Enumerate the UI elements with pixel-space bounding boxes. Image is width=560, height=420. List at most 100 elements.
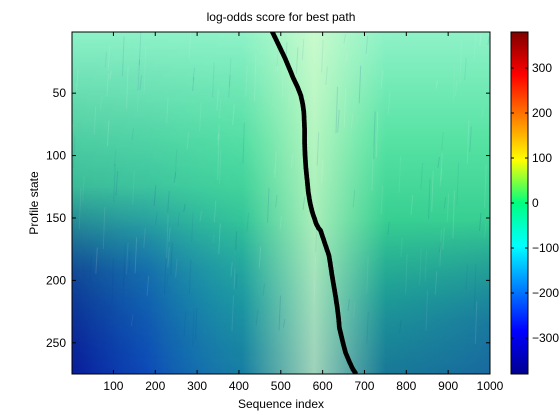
heatmap-streak xyxy=(95,247,98,274)
x-axis: 100 200 300 400 500 600 700 800 900 1000 xyxy=(103,32,504,393)
heatmap-streak xyxy=(435,80,438,89)
heatmap-streak xyxy=(183,311,187,337)
heatmap-streak xyxy=(313,256,317,303)
heatmap-streak xyxy=(143,227,146,248)
heatmap-path-band xyxy=(242,32,387,374)
heatmap-streak xyxy=(380,70,384,90)
x-tick-label: 200 xyxy=(145,379,165,393)
heatmap-streak xyxy=(434,271,438,295)
x-tick-label: 500 xyxy=(271,379,291,393)
heatmap-streak xyxy=(440,152,443,181)
heatmap-streak xyxy=(138,32,142,66)
heatmap-streak xyxy=(106,73,109,97)
heatmap-streak xyxy=(481,108,484,120)
heatmap-streak xyxy=(126,242,129,275)
heatmap-streak xyxy=(242,122,245,164)
x-tick-label: 1000 xyxy=(477,379,504,393)
x-tick-label: 900 xyxy=(438,379,458,393)
heatmap-streak xyxy=(146,276,150,296)
x-tick-label: 800 xyxy=(396,379,416,393)
heatmap-streak xyxy=(278,295,281,331)
heatmap-streak xyxy=(107,45,111,71)
heatmap-streak xyxy=(428,178,431,219)
heatmap-streak xyxy=(438,241,442,252)
best-path xyxy=(270,32,358,374)
heatmap-streak xyxy=(122,36,125,77)
heatmap-streak xyxy=(132,170,135,205)
heatmap-streak xyxy=(473,264,477,310)
heatmap xyxy=(72,32,490,374)
heatmap-streak xyxy=(218,98,222,119)
heatmap-streak xyxy=(405,253,408,294)
heatmap-streak xyxy=(245,65,248,97)
x-tick-label: 600 xyxy=(313,379,333,393)
heatmap-streak xyxy=(375,112,379,158)
heatmap-streak xyxy=(343,34,346,44)
heatmap-streak xyxy=(213,200,217,223)
heatmap-streak xyxy=(106,120,110,147)
heatmap-streak xyxy=(134,237,138,274)
heatmap-streak xyxy=(442,227,445,250)
colorbar-tick-label: −100 xyxy=(532,241,559,255)
heatmap-streak xyxy=(254,53,257,101)
heatmap-streak xyxy=(216,88,219,111)
heatmap-streak xyxy=(217,125,220,140)
heatmap-streak xyxy=(123,243,126,286)
heatmap-streak xyxy=(321,159,324,183)
heatmap-streak xyxy=(431,170,434,212)
colorbar-tick-label: 300 xyxy=(532,61,552,75)
heatmap-streak xyxy=(175,259,178,278)
heatmap-streak xyxy=(343,88,347,129)
heatmap-streak xyxy=(115,170,119,196)
heatmap-streak xyxy=(352,302,356,318)
heatmap-streak xyxy=(166,273,169,289)
heatmap-streak xyxy=(177,212,180,226)
heatmap-streak xyxy=(113,149,117,167)
heatmap-streak xyxy=(387,92,391,115)
colorbar-tick-label: −200 xyxy=(532,286,559,300)
heatmap-streak xyxy=(473,34,477,59)
heatmap-streak xyxy=(366,311,369,344)
heatmap-streak xyxy=(188,259,192,294)
heatmap-streak xyxy=(255,309,259,326)
heatmap-streak xyxy=(113,163,116,203)
heatmap-streak xyxy=(419,249,422,285)
heatmap-streak xyxy=(232,104,235,126)
heatmap-streak xyxy=(474,301,478,344)
heatmap-streak xyxy=(452,66,456,103)
y-tick-label: 200 xyxy=(46,273,66,287)
heatmap-streak xyxy=(111,258,114,304)
heatmap-streak xyxy=(174,148,178,178)
heatmap-streak xyxy=(282,319,286,328)
chart-title: log-odds score for best path xyxy=(207,10,356,24)
heatmap-streak xyxy=(345,53,348,62)
heatmap-streak xyxy=(441,132,444,151)
heatmap-streak xyxy=(302,196,306,210)
heatmap-streak xyxy=(191,212,194,242)
heatmap-streak xyxy=(273,165,277,174)
heatmap-streak xyxy=(347,299,350,312)
heatmap-streak xyxy=(99,96,103,111)
heatmap-streak xyxy=(400,237,403,257)
heatmap-streak xyxy=(231,295,234,332)
heatmap-streak xyxy=(164,258,167,295)
heatmap-streak xyxy=(373,111,376,160)
heatmap-streak xyxy=(352,189,356,208)
heatmap-streak xyxy=(234,231,237,269)
y-tick-label: 100 xyxy=(46,149,66,163)
heatmap-streak xyxy=(228,75,231,98)
heatmap-streak xyxy=(192,77,195,92)
colorbar-tick-label: 200 xyxy=(532,106,552,120)
heatmap-streak xyxy=(166,97,169,123)
heatmap-streak xyxy=(335,86,338,134)
heatmap-streak xyxy=(295,47,299,74)
x-tick-label: 100 xyxy=(103,379,123,393)
heatmap-streak xyxy=(82,176,85,203)
heatmap-streak xyxy=(76,69,79,91)
heatmap-streak xyxy=(439,229,442,267)
heatmap-streak xyxy=(301,38,305,61)
heatmap-streak xyxy=(443,197,447,209)
heatmap-streak xyxy=(130,314,134,327)
heatmap-streak xyxy=(153,185,157,207)
heatmap-streak xyxy=(484,164,487,208)
